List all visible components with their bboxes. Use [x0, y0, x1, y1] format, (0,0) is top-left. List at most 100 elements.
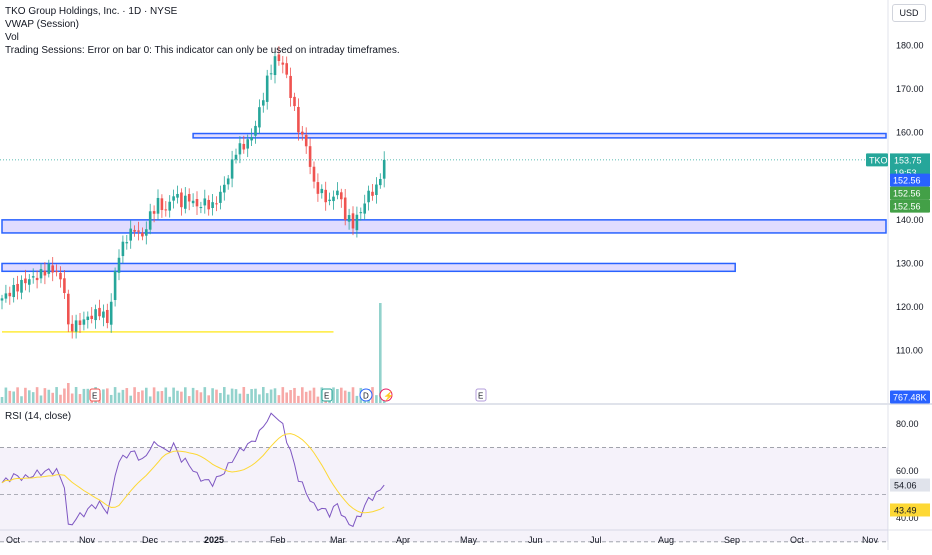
price-tick-label: 130.00 — [896, 258, 924, 268]
candle-body — [121, 241, 125, 257]
volume-bar — [258, 394, 261, 403]
volume-bar — [172, 387, 175, 403]
candle-body — [0, 298, 4, 301]
event-marker-label: E — [324, 392, 329, 401]
candle-body — [156, 197, 160, 214]
vol-legend[interactable]: Vol — [5, 32, 19, 43]
time-axis-label: Apr — [396, 535, 410, 545]
volume-bar — [340, 387, 343, 403]
candle-body — [187, 194, 191, 202]
time-axis-label: Nov — [862, 535, 879, 545]
candle-body — [176, 193, 179, 198]
volume-bar — [297, 395, 300, 403]
candle-body — [316, 182, 320, 194]
candle-body — [109, 301, 113, 325]
volume-bar — [148, 396, 152, 403]
candle-body — [113, 271, 117, 301]
candle-body — [133, 229, 136, 232]
volume-bar — [43, 388, 47, 403]
candle-body — [332, 196, 335, 202]
volume-bar — [355, 395, 359, 403]
volume-bar — [316, 396, 320, 403]
candle-body — [70, 323, 74, 332]
volume-bar — [55, 387, 58, 403]
volume-bar — [164, 387, 168, 403]
candle-body — [343, 197, 347, 220]
candle-body — [289, 75, 292, 98]
vwap-tag: 152.56 — [893, 189, 921, 199]
volume-bar — [234, 389, 238, 403]
candle-body — [320, 188, 324, 194]
volume-bar — [0, 397, 4, 403]
volume-bar — [102, 389, 105, 403]
candle-body — [238, 143, 242, 155]
volume-bar — [250, 389, 253, 403]
volume-bar — [195, 390, 199, 403]
volume-bar — [230, 388, 234, 403]
vwap-legend[interactable]: VWAP (Session) — [5, 19, 79, 30]
volume-bar — [20, 396, 23, 403]
volume-bar — [184, 387, 187, 403]
rsi-legend[interactable]: RSI (14, close) — [5, 411, 72, 422]
volume-bar — [39, 395, 43, 403]
volume-bar — [332, 387, 335, 403]
symbol-title[interactable]: TKO Group Holdings, Inc. · 1D · NYSE — [5, 6, 178, 17]
volume-bar — [125, 388, 129, 403]
volume-bar — [145, 387, 148, 403]
candle-body — [312, 166, 316, 182]
candle-body — [148, 211, 152, 230]
volume-bar — [277, 395, 281, 403]
volume-bar — [187, 396, 191, 403]
rsi-value-tag: 54.06 — [894, 481, 917, 491]
vwap-tag-bg — [890, 199, 930, 213]
candle-body — [285, 63, 288, 75]
volume-bar — [191, 387, 195, 403]
candle-body — [265, 75, 269, 102]
price-tick-label: 180.00 — [896, 40, 924, 50]
time-axis-label: Nov — [79, 535, 96, 545]
candle-body — [293, 96, 296, 107]
price-tick-label: 110.00 — [896, 346, 923, 356]
chart-legend: TKO Group Holdings, Inc. · 1D · NYSE VWA… — [5, 5, 400, 57]
volume-bar — [265, 393, 269, 403]
volume-bar — [219, 392, 222, 403]
candle-body — [35, 277, 39, 281]
rsi-ma-line — [1, 433, 385, 514]
candle-body — [277, 54, 281, 62]
candle-body — [269, 73, 273, 75]
volume-bar — [82, 388, 86, 403]
rsi-tick-label: 80.00 — [896, 419, 919, 429]
currency-button[interactable]: USD — [892, 4, 926, 22]
volume-bar — [308, 390, 312, 403]
volume-bar — [223, 387, 226, 403]
volume-bar — [242, 387, 246, 403]
candle-body — [184, 195, 187, 209]
time-axis-label: Oct — [790, 535, 805, 545]
volume-bar — [375, 395, 378, 403]
volume-bar — [121, 389, 125, 403]
candle-body — [51, 265, 54, 273]
volume-bar — [285, 392, 288, 403]
volume-bar — [238, 393, 242, 403]
time-axis-label: Dec — [142, 535, 159, 545]
candle-body — [129, 228, 132, 241]
volume-bar — [176, 390, 179, 403]
volume-bar — [51, 392, 54, 403]
candle-body — [308, 146, 312, 167]
volume-bar — [215, 389, 218, 403]
volume-bar — [106, 388, 109, 403]
candle-body — [340, 192, 343, 200]
candle-body — [355, 214, 359, 231]
rsi-ma-tag: 43.49 — [894, 505, 917, 515]
volume-bar — [31, 392, 35, 403]
price-tick-label: 160.00 — [896, 128, 924, 138]
vwap-tag-bg — [890, 173, 930, 187]
time-axis-label: Mar — [330, 535, 346, 545]
time-axis-label: Aug — [658, 535, 674, 545]
candle-body — [215, 203, 218, 205]
candle-body — [90, 315, 93, 319]
candle-body — [98, 307, 101, 317]
candle-body — [203, 198, 207, 206]
